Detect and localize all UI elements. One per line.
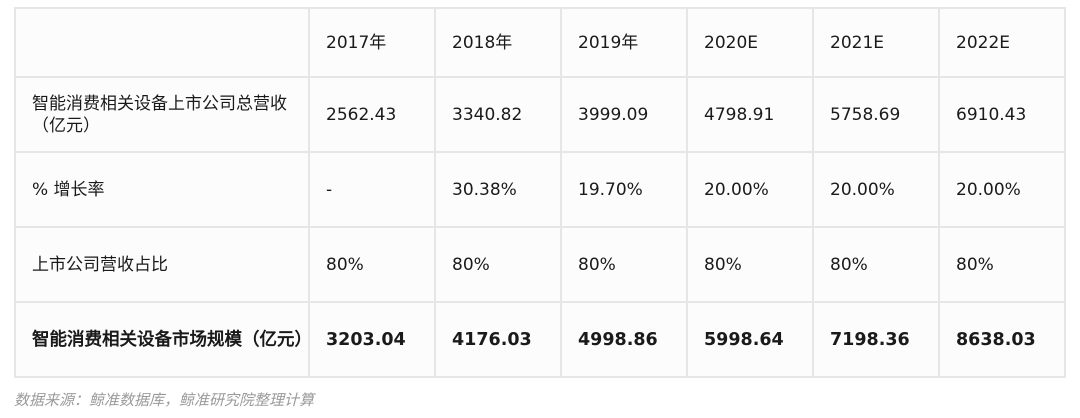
header-cell: 2020E <box>686 7 814 78</box>
table-row: 上市公司营收占比 80% 80% 80% 80% 80% 80% <box>14 226 1066 303</box>
table-row: 智能消费相关设备上市公司总营收（亿元） 2562.43 3340.82 3999… <box>14 76 1066 153</box>
header-cell: 2019年 <box>560 7 688 78</box>
table-cell: 3340.82 <box>434 76 562 153</box>
table-cell: - <box>308 151 436 228</box>
table-cell: 2562.43 <box>308 76 436 153</box>
table-cell: 80% <box>434 226 562 303</box>
table-cell: 4176.03 <box>434 301 562 378</box>
table-row-total: 智能消费相关设备市场规模（亿元） 3203.04 4176.03 4998.86… <box>14 301 1066 378</box>
row-label: 智能消费相关设备市场规模（亿元） <box>14 301 312 378</box>
table-cell: 30.38% <box>434 151 562 228</box>
header-cell <box>14 7 310 78</box>
table-cell: 80% <box>560 226 688 303</box>
table-cell: 3999.09 <box>560 76 688 153</box>
header-cell: 2022E <box>938 7 1066 78</box>
table-cell: 80% <box>812 226 940 303</box>
table-cell: 6910.43 <box>938 76 1066 153</box>
row-label: 智能消费相关设备上市公司总营收（亿元） <box>14 76 310 153</box>
table-cell: 20.00% <box>938 151 1066 228</box>
header-cell: 2018年 <box>434 7 562 78</box>
row-label: 上市公司营收占比 <box>14 226 310 303</box>
table-cell: 5758.69 <box>812 76 940 153</box>
table-cell: 4798.91 <box>686 76 814 153</box>
table-cell: 20.00% <box>812 151 940 228</box>
table-cell: 5998.64 <box>686 301 814 378</box>
table-cell: 3203.04 <box>308 301 436 378</box>
table-cell: 20.00% <box>686 151 814 228</box>
table-cell: 7198.36 <box>812 301 940 378</box>
source-note: 数据来源：鲸准数据库，鲸准研究院整理计算 <box>14 391 315 409</box>
table-row: % 增长率 - 30.38% 19.70% 20.00% 20.00% 20.0… <box>14 151 1066 228</box>
market-size-table: 2017年 2018年 2019年 2020E 2021E 2022E 智能消费… <box>14 7 1066 378</box>
table-cell: 80% <box>308 226 436 303</box>
table-cell: 80% <box>686 226 814 303</box>
header-cell: 2021E <box>812 7 940 78</box>
table-cell: 19.70% <box>560 151 688 228</box>
table-cell: 8638.03 <box>938 301 1066 378</box>
table-cell: 80% <box>938 226 1066 303</box>
row-label: % 增长率 <box>14 151 310 228</box>
header-row: 2017年 2018年 2019年 2020E 2021E 2022E <box>14 7 1066 78</box>
header-cell: 2017年 <box>308 7 436 78</box>
table-cell: 4998.86 <box>560 301 688 378</box>
